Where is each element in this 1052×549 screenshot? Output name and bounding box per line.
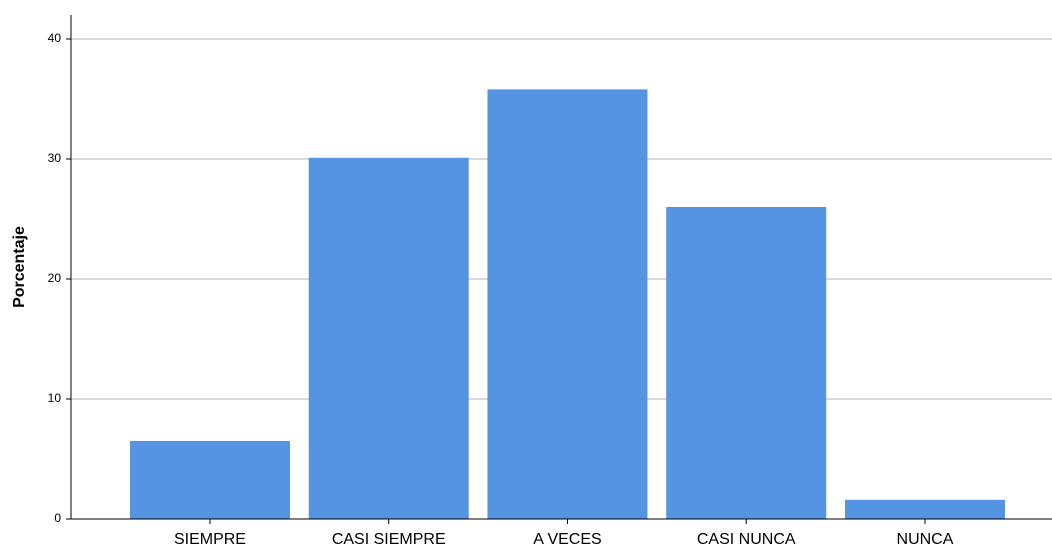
bar xyxy=(487,89,648,520)
y-tick-label: 10 xyxy=(48,391,62,405)
bar xyxy=(666,207,827,519)
x-tick-label: NUNCA xyxy=(897,531,954,548)
bar xyxy=(308,157,469,520)
x-tick-label: CASI NUNCA xyxy=(697,531,796,548)
x-tick-label: SIEMPRE xyxy=(174,531,246,548)
bar xyxy=(844,499,1005,519)
y-tick-label: 30 xyxy=(48,151,62,165)
bar xyxy=(129,441,290,519)
y-tick-label: 0 xyxy=(54,511,61,525)
y-tick-label: 40 xyxy=(48,31,62,45)
x-tick-label: A VECES xyxy=(533,531,601,548)
y-tick-label: 20 xyxy=(48,271,62,285)
x-tick-label: CASI SIEMPRE xyxy=(332,531,446,548)
y-axis-label: Porcentaje xyxy=(11,226,28,308)
